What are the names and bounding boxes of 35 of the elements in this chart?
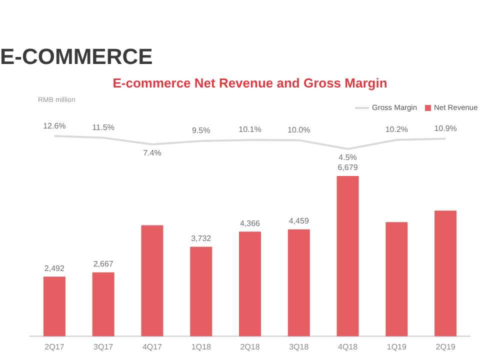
data-label: 10.9% xyxy=(434,124,457,133)
data-label: 10.2% xyxy=(385,125,408,134)
data-label: 9.5% xyxy=(192,126,210,136)
x-tick-label: 1Q18 xyxy=(191,342,212,352)
data-label: 4.5% xyxy=(338,153,357,162)
x-tick-label: 4Q18 xyxy=(338,342,358,352)
x-tick-label: 3Q18 xyxy=(289,342,310,352)
bar xyxy=(288,229,310,336)
bar xyxy=(92,272,114,336)
bar xyxy=(336,176,359,336)
bar xyxy=(239,232,261,336)
data-label: 4,366 xyxy=(240,218,261,228)
data-label: 2,667 xyxy=(93,260,114,269)
chart-subtitle: E-COMMERCE xyxy=(0,44,153,70)
bar xyxy=(141,225,164,336)
x-tick-label: 4Q17 xyxy=(142,342,163,352)
bar xyxy=(386,222,408,336)
bar xyxy=(190,246,212,336)
data-label: 7.4% xyxy=(143,148,162,158)
bar xyxy=(434,210,457,336)
x-tick-label: 2Q17 xyxy=(44,342,65,352)
data-label: 12.6% xyxy=(43,121,66,130)
data-label: 11.5% xyxy=(92,123,114,132)
data-label: 3,732 xyxy=(191,234,212,243)
data-label: 2,492 xyxy=(44,264,65,273)
x-tick-label: 2Q19 xyxy=(436,342,456,352)
x-tick-label: 2Q18 xyxy=(240,342,260,352)
x-tick-label: 3Q17 xyxy=(94,342,114,352)
data-label: 6,679 xyxy=(338,163,358,172)
bar xyxy=(43,276,66,336)
data-label: 10.1% xyxy=(238,125,262,134)
x-tick-label: 1Q19 xyxy=(386,342,407,352)
data-label: 10.0% xyxy=(288,125,310,134)
chart-title: E-commerce Net Revenue and Gross Margin xyxy=(112,75,388,90)
data-label: 4,459 xyxy=(288,216,310,226)
